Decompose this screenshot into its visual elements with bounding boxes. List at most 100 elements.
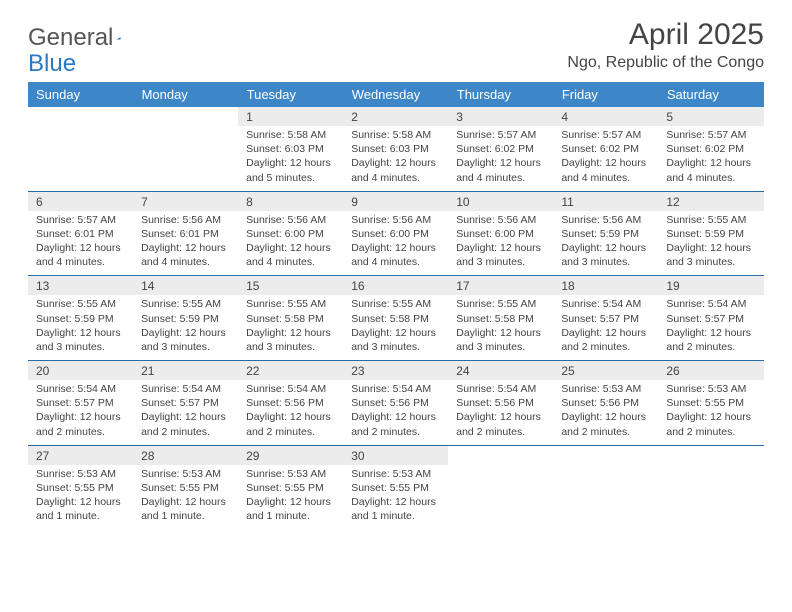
- day-cell-head: 6: [28, 191, 133, 211]
- title-block: April 2025 Ngo, Republic of the Congo: [567, 18, 764, 72]
- day-number: 14: [133, 276, 238, 295]
- day-details: Sunrise: 5:54 AMSunset: 5:57 PMDaylight:…: [658, 295, 763, 360]
- day-cell-head: 14: [133, 276, 238, 296]
- day-details: Sunrise: 5:56 AMSunset: 6:00 PMDaylight:…: [343, 211, 448, 276]
- day-cell-head: 2: [343, 107, 448, 126]
- day-cell-head: 24: [448, 361, 553, 381]
- day-details: Sunrise: 5:54 AMSunset: 5:57 PMDaylight:…: [553, 295, 658, 360]
- day-cell-head: 13: [28, 276, 133, 296]
- day-cell-body: Sunrise: 5:57 AMSunset: 6:02 PMDaylight:…: [553, 126, 658, 191]
- day-cell-head: 25: [553, 361, 658, 381]
- day-cell-body: [553, 465, 658, 530]
- day-details: Sunrise: 5:53 AMSunset: 5:55 PMDaylight:…: [238, 465, 343, 530]
- day-number: 22: [238, 361, 343, 380]
- calendar-table: SundayMondayTuesdayWednesdayThursdayFrid…: [28, 82, 764, 529]
- col-header-tuesday: Tuesday: [238, 82, 343, 107]
- day-cell-body: Sunrise: 5:56 AMSunset: 6:00 PMDaylight:…: [448, 211, 553, 276]
- day-details: Sunrise: 5:57 AMSunset: 6:02 PMDaylight:…: [658, 126, 763, 191]
- day-cell-body: Sunrise: 5:56 AMSunset: 6:01 PMDaylight:…: [133, 211, 238, 276]
- col-header-friday: Friday: [553, 82, 658, 107]
- col-header-wednesday: Wednesday: [343, 82, 448, 107]
- logo: General: [28, 24, 141, 52]
- day-cell-body: Sunrise: 5:55 AMSunset: 5:58 PMDaylight:…: [448, 295, 553, 360]
- day-details: Sunrise: 5:56 AMSunset: 5:59 PMDaylight:…: [553, 211, 658, 276]
- day-number: 8: [238, 192, 343, 211]
- day-cell-body: Sunrise: 5:56 AMSunset: 6:00 PMDaylight:…: [343, 211, 448, 276]
- col-header-sunday: Sunday: [28, 82, 133, 107]
- day-cell-head: [658, 445, 763, 465]
- day-cell-body: Sunrise: 5:53 AMSunset: 5:55 PMDaylight:…: [133, 465, 238, 530]
- day-cell-head: [133, 107, 238, 126]
- day-number: 6: [28, 192, 133, 211]
- day-cell-body: Sunrise: 5:55 AMSunset: 5:58 PMDaylight:…: [238, 295, 343, 360]
- day-cell-head: 17: [448, 276, 553, 296]
- day-details: Sunrise: 5:54 AMSunset: 5:56 PMDaylight:…: [448, 380, 553, 445]
- day-cell-head: 8: [238, 191, 343, 211]
- day-cell-body: Sunrise: 5:54 AMSunset: 5:57 PMDaylight:…: [658, 295, 763, 360]
- day-cell-head: 30: [343, 445, 448, 465]
- day-number: 27: [28, 446, 133, 465]
- day-cell-body: Sunrise: 5:53 AMSunset: 5:56 PMDaylight:…: [553, 380, 658, 445]
- day-details: Sunrise: 5:55 AMSunset: 5:58 PMDaylight:…: [343, 295, 448, 360]
- day-cell-head: 28: [133, 445, 238, 465]
- day-cell-body: Sunrise: 5:53 AMSunset: 5:55 PMDaylight:…: [28, 465, 133, 530]
- day-number: 13: [28, 276, 133, 295]
- day-number: 15: [238, 276, 343, 295]
- day-cell-head: 5: [658, 107, 763, 126]
- day-cell-head: 22: [238, 361, 343, 381]
- day-number: 2: [343, 107, 448, 126]
- day-cell-body: [28, 126, 133, 191]
- day-details: Sunrise: 5:53 AMSunset: 5:55 PMDaylight:…: [28, 465, 133, 530]
- day-cell-body: Sunrise: 5:57 AMSunset: 6:02 PMDaylight:…: [658, 126, 763, 191]
- day-cell-head: 29: [238, 445, 343, 465]
- day-number: 23: [343, 361, 448, 380]
- day-details: Sunrise: 5:55 AMSunset: 5:59 PMDaylight:…: [133, 295, 238, 360]
- day-number: 12: [658, 192, 763, 211]
- day-cell-head: 10: [448, 191, 553, 211]
- day-cell-body: Sunrise: 5:56 AMSunset: 5:59 PMDaylight:…: [553, 211, 658, 276]
- day-details: Sunrise: 5:56 AMSunset: 6:00 PMDaylight:…: [448, 211, 553, 276]
- day-cell-body: Sunrise: 5:53 AMSunset: 5:55 PMDaylight:…: [238, 465, 343, 530]
- day-cell-body: [448, 465, 553, 530]
- day-number: 30: [343, 446, 448, 465]
- day-cell-head: 19: [658, 276, 763, 296]
- day-cell-body: Sunrise: 5:58 AMSunset: 6:03 PMDaylight:…: [343, 126, 448, 191]
- day-details: Sunrise: 5:55 AMSunset: 5:59 PMDaylight:…: [28, 295, 133, 360]
- day-cell-body: Sunrise: 5:54 AMSunset: 5:56 PMDaylight:…: [343, 380, 448, 445]
- day-cell-head: 20: [28, 361, 133, 381]
- day-details: Sunrise: 5:56 AMSunset: 6:01 PMDaylight:…: [133, 211, 238, 276]
- day-details: Sunrise: 5:53 AMSunset: 5:55 PMDaylight:…: [133, 465, 238, 530]
- day-cell-body: Sunrise: 5:57 AMSunset: 6:01 PMDaylight:…: [28, 211, 133, 276]
- day-cell-head: [28, 107, 133, 126]
- day-number: 26: [658, 361, 763, 380]
- day-number: 21: [133, 361, 238, 380]
- col-header-monday: Monday: [133, 82, 238, 107]
- day-cell-body: Sunrise: 5:58 AMSunset: 6:03 PMDaylight:…: [238, 126, 343, 191]
- day-details: Sunrise: 5:53 AMSunset: 5:55 PMDaylight:…: [658, 380, 763, 445]
- day-cell-body: Sunrise: 5:54 AMSunset: 5:57 PMDaylight:…: [133, 380, 238, 445]
- day-cell-body: Sunrise: 5:55 AMSunset: 5:59 PMDaylight:…: [28, 295, 133, 360]
- day-cell-head: 15: [238, 276, 343, 296]
- day-cell-body: Sunrise: 5:54 AMSunset: 5:57 PMDaylight:…: [553, 295, 658, 360]
- day-number: 24: [448, 361, 553, 380]
- day-number: 7: [133, 192, 238, 211]
- day-cell-body: Sunrise: 5:54 AMSunset: 5:56 PMDaylight:…: [448, 380, 553, 445]
- day-number: 18: [553, 276, 658, 295]
- day-cell-head: 11: [553, 191, 658, 211]
- day-number: 20: [28, 361, 133, 380]
- month-title: April 2025: [567, 18, 764, 52]
- calendar-head: SundayMondayTuesdayWednesdayThursdayFrid…: [28, 82, 764, 107]
- day-cell-head: 7: [133, 191, 238, 211]
- calendar-body: 12345Sunrise: 5:58 AMSunset: 6:03 PMDayl…: [28, 107, 764, 529]
- day-number: 11: [553, 192, 658, 211]
- day-details: Sunrise: 5:54 AMSunset: 5:56 PMDaylight:…: [343, 380, 448, 445]
- day-details: Sunrise: 5:54 AMSunset: 5:57 PMDaylight:…: [133, 380, 238, 445]
- day-number: 29: [238, 446, 343, 465]
- day-details: Sunrise: 5:58 AMSunset: 6:03 PMDaylight:…: [343, 126, 448, 191]
- day-cell-head: 3: [448, 107, 553, 126]
- day-cell-body: Sunrise: 5:57 AMSunset: 6:02 PMDaylight:…: [448, 126, 553, 191]
- day-number: 9: [343, 192, 448, 211]
- day-details: Sunrise: 5:57 AMSunset: 6:02 PMDaylight:…: [553, 126, 658, 191]
- day-number: 10: [448, 192, 553, 211]
- day-cell-head: 12: [658, 191, 763, 211]
